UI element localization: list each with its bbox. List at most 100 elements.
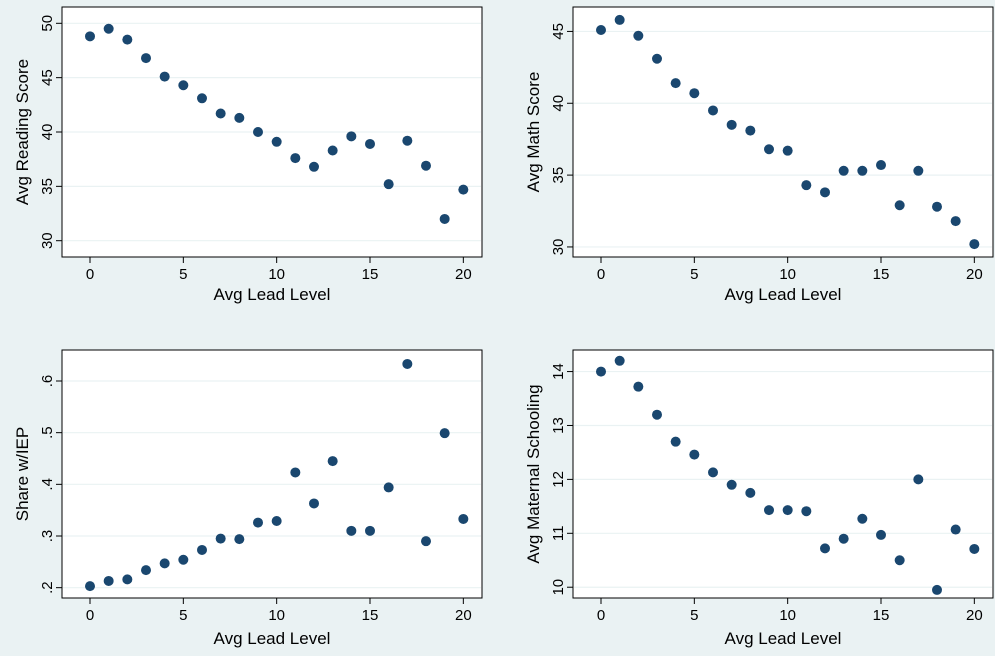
data-point <box>197 544 207 555</box>
x-ticks: 0 5 10 15 20 <box>86 598 472 624</box>
y-ticks: .2 .3 .4 .5 .6 <box>39 375 62 594</box>
gridlines <box>574 30 992 248</box>
data-point <box>327 456 338 467</box>
data-point <box>290 467 301 478</box>
data-point <box>383 179 394 190</box>
x-tick-label: 15 <box>362 266 379 283</box>
y-tick-label: 10 <box>550 579 567 596</box>
data-point <box>596 366 606 377</box>
data-point <box>141 53 151 64</box>
x-tick-label: 15 <box>873 607 890 624</box>
x-tick-label: 0 <box>86 266 94 283</box>
data-point <box>726 479 737 490</box>
data-point <box>876 160 886 171</box>
data-point <box>782 505 793 516</box>
y-axis-label: Avg Maternal Schooling <box>524 384 543 563</box>
data-points <box>85 358 469 592</box>
y-tick-label: .4 <box>39 478 56 491</box>
data-point <box>708 105 718 116</box>
gridlines <box>63 22 481 242</box>
x-ticks: 0 5 10 15 20 <box>597 257 983 283</box>
data-point <box>596 24 606 35</box>
x-tick-label: 10 <box>268 607 285 624</box>
data-point <box>932 201 942 212</box>
data-point <box>234 534 245 545</box>
data-point <box>383 482 394 493</box>
data-point <box>365 138 375 149</box>
data-point <box>633 381 644 392</box>
data-point <box>290 153 301 164</box>
data-point <box>689 88 700 99</box>
panel-math: 0 5 10 15 20 30 35 40 45 Avg Lead Level Avg Mat… <box>524 6 994 304</box>
data-point <box>402 358 413 369</box>
y-axis-label: Avg Reading Score <box>13 59 32 205</box>
data-point <box>178 80 189 91</box>
data-point <box>838 533 849 544</box>
plot-area <box>572 6 994 258</box>
x-ticks: 0 5 10 15 20 <box>86 257 472 283</box>
y-axis-label: Avg Math Score <box>524 72 543 193</box>
y-ticks: 30 35 40 45 <box>550 23 573 255</box>
data-point <box>745 487 756 498</box>
data-point <box>346 525 357 536</box>
data-point <box>633 30 644 41</box>
data-point <box>421 536 431 547</box>
x-tick-label: 15 <box>362 607 379 624</box>
data-point <box>122 34 133 45</box>
data-point <box>122 574 133 585</box>
data-point <box>421 160 431 171</box>
data-point <box>614 355 625 366</box>
y-tick-label: 40 <box>39 124 56 141</box>
y-tick-label: 40 <box>550 95 567 112</box>
y-tick-label: .3 <box>39 530 56 543</box>
data-point <box>764 505 774 516</box>
y-axis-label: Share w/IEP <box>13 427 32 522</box>
x-tick-label: 10 <box>268 266 285 283</box>
gridlines <box>63 380 481 589</box>
data-point <box>402 135 413 146</box>
data-point <box>894 200 905 211</box>
x-axis-label: Avg Lead Level <box>725 629 842 648</box>
data-point <box>103 23 114 34</box>
y-tick-label: 12 <box>550 471 567 488</box>
data-point <box>801 506 812 517</box>
data-point <box>652 53 662 64</box>
data-point <box>726 119 737 130</box>
x-tick-label: 5 <box>179 266 187 283</box>
x-axis-label: Avg Lead Level <box>214 285 331 304</box>
data-point <box>178 554 189 565</box>
data-point <box>857 165 868 176</box>
data-point <box>894 555 905 566</box>
plot-area <box>572 349 994 599</box>
x-axis-label: Avg Lead Level <box>214 629 331 648</box>
data-points <box>85 23 469 224</box>
data-point <box>782 145 793 156</box>
data-point <box>309 161 319 172</box>
data-point <box>159 558 170 569</box>
data-point <box>689 449 700 460</box>
data-point <box>234 112 245 123</box>
y-tick-label: 35 <box>550 167 567 184</box>
data-point <box>932 584 942 595</box>
data-point <box>103 575 114 586</box>
x-ticks: 0 5 10 15 20 <box>597 598 983 624</box>
data-point <box>439 428 450 439</box>
data-point <box>950 216 961 227</box>
x-tick-label: 0 <box>597 266 605 283</box>
data-point <box>969 239 980 250</box>
data-point <box>876 529 886 540</box>
data-point <box>85 31 95 42</box>
y-tick-label: .2 <box>39 581 56 594</box>
y-tick-label: .5 <box>39 426 56 439</box>
y-tick-label: 45 <box>550 23 567 40</box>
data-point <box>85 581 95 592</box>
y-tick-label: 45 <box>39 69 56 86</box>
data-point <box>913 165 924 176</box>
x-tick-label: 5 <box>690 607 698 624</box>
data-point <box>253 127 263 137</box>
data-point <box>820 543 830 554</box>
x-tick-label: 5 <box>179 607 187 624</box>
x-tick-label: 20 <box>966 607 983 624</box>
data-point <box>327 145 338 156</box>
